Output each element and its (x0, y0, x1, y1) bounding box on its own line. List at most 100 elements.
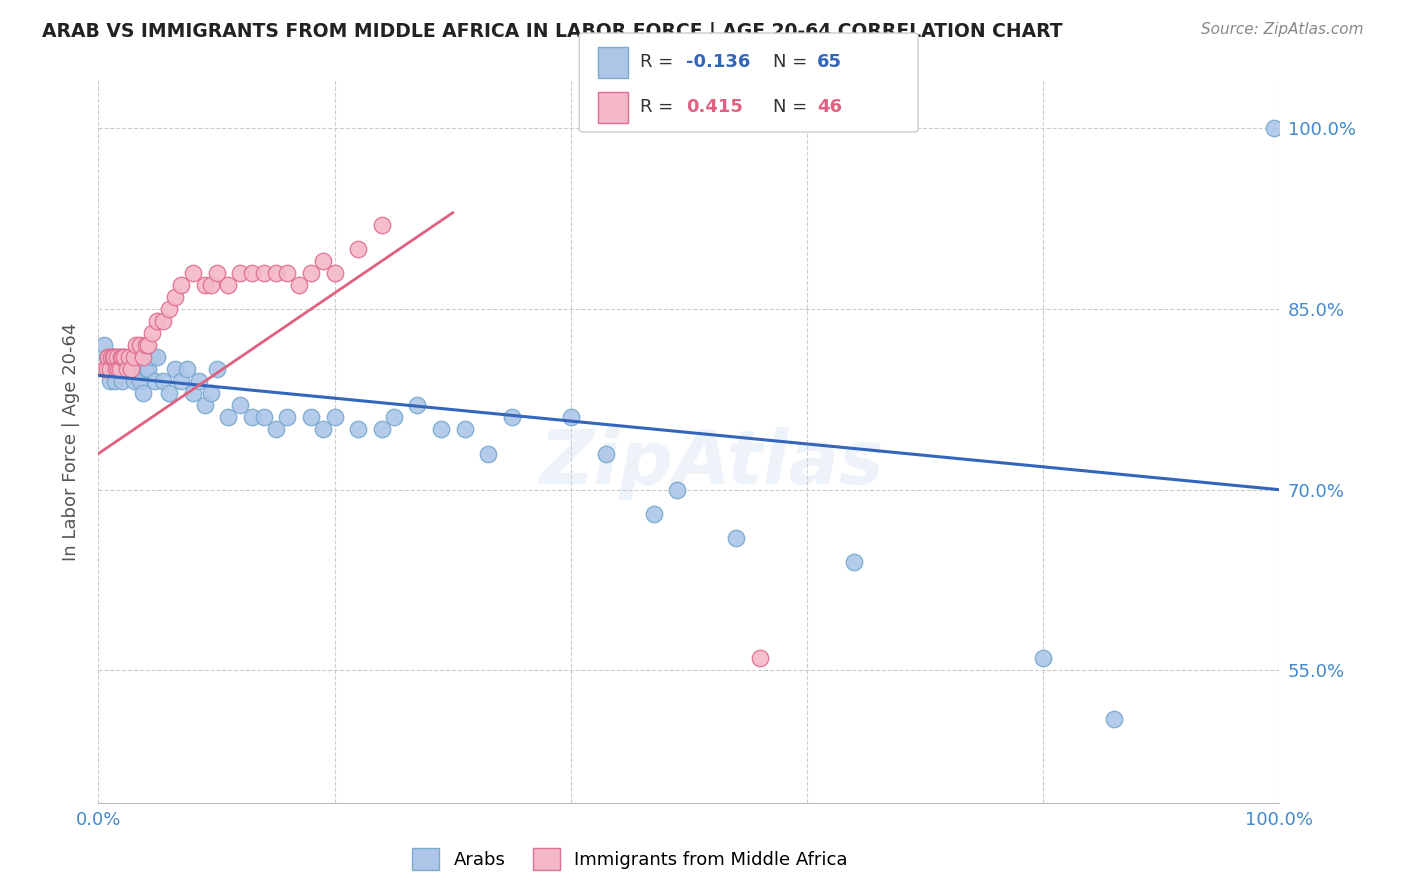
Point (143, 375, 166, 389)
Point (111, 350, 134, 364)
Point (118, 350, 141, 364)
Point (93, 362, 115, 376)
Legend: Arabs, Immigrants from Middle Africa: Arabs, Immigrants from Middle Africa (405, 840, 855, 877)
Point (170, 278, 193, 293)
Point (347, 423, 370, 437)
Point (141, 350, 163, 364)
Point (110, 362, 132, 376)
Point (107, 362, 129, 376)
Point (107, 362, 129, 376)
Point (97, 362, 120, 376)
Text: 0.415: 0.415 (686, 98, 742, 116)
Point (112, 350, 135, 364)
Point (117, 350, 139, 364)
Point (112, 350, 135, 364)
Text: ZipAtlas: ZipAtlas (540, 426, 884, 500)
Point (100, 350, 122, 364)
Point (844, 555, 866, 569)
Point (157, 386, 180, 401)
Point (217, 410, 239, 425)
Point (595, 447, 617, 461)
Text: -0.136: -0.136 (686, 54, 751, 71)
Point (103, 350, 125, 364)
Text: ARAB VS IMMIGRANTS FROM MIDDLE AFRICA IN LABOR FORCE | AGE 20-64 CORRELATION CHA: ARAB VS IMMIGRANTS FROM MIDDLE AFRICA IN… (42, 22, 1063, 42)
Point (371, 218, 394, 232)
Point (187, 375, 209, 389)
Point (323, 266, 346, 280)
Point (312, 254, 335, 268)
Point (725, 531, 748, 545)
Point (120, 362, 142, 376)
Point (170, 375, 193, 389)
Point (114, 362, 136, 376)
Point (165, 362, 187, 376)
Point (477, 447, 499, 461)
Point (97, 350, 120, 364)
Point (98, 362, 121, 376)
Point (276, 410, 298, 425)
Point (1263, 121, 1285, 136)
Point (101, 350, 124, 364)
Point (560, 410, 582, 425)
Point (111, 375, 134, 389)
Point (205, 362, 228, 376)
Point (98, 375, 121, 389)
Point (264, 266, 287, 280)
Point (666, 483, 689, 497)
Point (194, 398, 217, 412)
Point (101, 362, 124, 376)
Point (105, 350, 128, 364)
Point (382, 410, 405, 425)
Point (146, 350, 169, 364)
Point (205, 266, 228, 280)
Point (229, 266, 252, 280)
Point (165, 290, 187, 304)
Point (136, 362, 159, 376)
Point (276, 266, 298, 280)
Point (105, 362, 128, 376)
Y-axis label: In Labor Force | Age 20-64: In Labor Force | Age 20-64 (62, 322, 80, 561)
Point (125, 338, 148, 352)
Point (105, 362, 128, 376)
Point (110, 350, 132, 364)
Point (176, 362, 198, 376)
Point (200, 278, 222, 293)
Point (93, 338, 115, 352)
Point (112, 362, 135, 376)
Point (240, 266, 263, 280)
Point (240, 410, 263, 425)
Point (135, 338, 157, 352)
Point (96, 362, 118, 376)
Point (132, 350, 155, 364)
Point (312, 423, 335, 437)
Point (253, 266, 276, 280)
Point (152, 375, 174, 389)
Point (194, 278, 217, 293)
Point (135, 362, 157, 376)
Point (181, 386, 204, 401)
Point (108, 362, 131, 376)
Point (299, 266, 322, 280)
Point (453, 423, 475, 437)
Point (643, 507, 665, 521)
Point (181, 266, 204, 280)
Point (104, 375, 127, 389)
Point (108, 350, 131, 364)
Point (132, 386, 155, 401)
Text: R =: R = (640, 54, 679, 71)
Point (371, 423, 394, 437)
Point (146, 314, 169, 328)
Point (103, 350, 125, 364)
Point (96, 350, 118, 364)
Text: R =: R = (640, 98, 685, 116)
Point (1102, 712, 1125, 726)
Text: N =: N = (773, 98, 813, 116)
Point (141, 326, 163, 341)
Point (122, 350, 145, 364)
Point (406, 398, 429, 412)
Point (288, 278, 311, 293)
Text: Source: ZipAtlas.com: Source: ZipAtlas.com (1201, 22, 1364, 37)
Point (217, 278, 239, 293)
Text: N =: N = (773, 54, 813, 71)
Point (253, 410, 276, 425)
